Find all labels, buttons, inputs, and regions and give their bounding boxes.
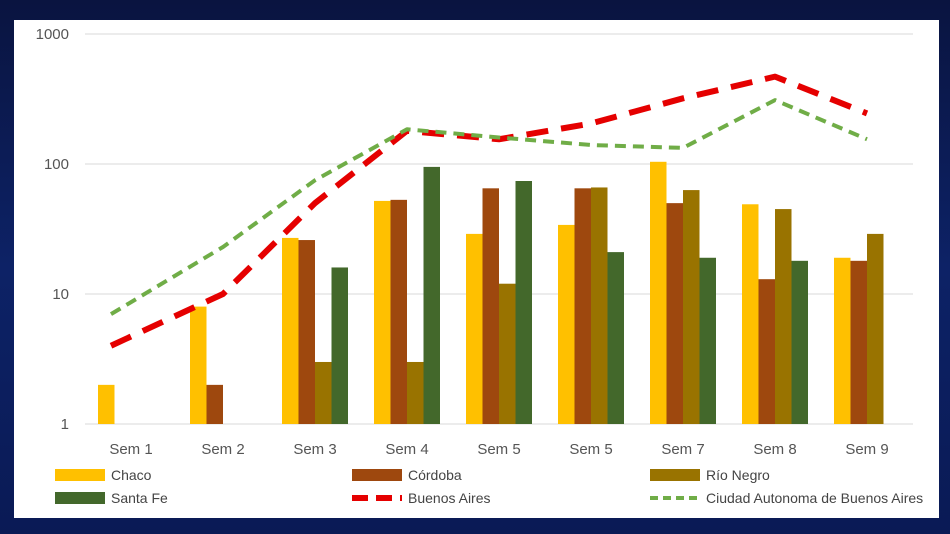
bar — [742, 204, 759, 424]
bar — [683, 190, 700, 424]
bar — [282, 237, 299, 424]
y-tick-label: 1000 — [36, 26, 69, 43]
x-tick-label: Sem 7 — [661, 441, 704, 458]
x-tick-label: Sem 5 — [477, 441, 520, 458]
bar — [850, 260, 867, 424]
x-tick-label: Sem 5 — [569, 441, 612, 458]
bar — [758, 279, 775, 424]
bar — [666, 203, 683, 424]
bar — [331, 267, 348, 424]
bar — [98, 384, 115, 424]
bar — [374, 200, 391, 424]
legend-label: Ciudad Autonoma de Buenos Aires — [706, 490, 923, 506]
bar — [791, 260, 808, 424]
legend-label: Buenos Aires — [408, 490, 491, 506]
x-tick-label: Sem 9 — [845, 441, 888, 458]
bar — [315, 361, 332, 424]
legend-swatch — [55, 492, 105, 504]
bar — [466, 233, 483, 424]
legend-label: Córdoba — [408, 467, 462, 483]
bar — [390, 199, 407, 424]
x-tick-label: Sem 3 — [293, 441, 336, 458]
bar — [591, 187, 608, 424]
bar — [190, 306, 207, 424]
bar — [867, 233, 884, 424]
y-tick-label: 100 — [44, 156, 69, 173]
bar — [515, 180, 532, 424]
bar — [775, 209, 792, 424]
bar — [407, 361, 424, 424]
bar — [607, 252, 624, 424]
y-tick-label: 10 — [52, 286, 69, 303]
legend-label: Río Negro — [706, 467, 770, 483]
bar — [482, 188, 499, 424]
legend-label: Chaco — [111, 467, 152, 483]
series-line — [109, 98, 868, 316]
bar — [298, 240, 315, 424]
x-axis-ticks: Sem 1 Sem 2 Sem 3 Sem 4 Sem 5 Sem 5 Sem 7 Sem 8… — [109, 441, 888, 458]
bar — [650, 161, 667, 425]
bar — [499, 283, 516, 424]
series-lines — [109, 73, 869, 349]
legend-swatch — [55, 469, 105, 481]
bar — [699, 257, 716, 424]
bar — [423, 166, 440, 424]
bar — [206, 384, 223, 424]
legend: Chaco Córdoba Río Negro Santa Fe Buenos Aire… — [55, 467, 923, 506]
x-tick-label: Sem 8 — [753, 441, 796, 458]
x-tick-label: Sem 2 — [201, 441, 244, 458]
bar — [558, 224, 575, 424]
y-tick-label: 1 — [61, 416, 69, 433]
legend-label: Santa Fe — [111, 490, 168, 506]
x-tick-label: Sem 1 — [109, 441, 152, 458]
y-axis-ticks: 1 10 100 1000 — [36, 26, 69, 433]
legend-swatch — [352, 469, 402, 481]
legend-swatch — [650, 469, 700, 481]
bars — [98, 161, 884, 425]
x-tick-label: Sem 4 — [385, 441, 428, 458]
bar — [574, 188, 591, 424]
bar — [834, 257, 851, 424]
